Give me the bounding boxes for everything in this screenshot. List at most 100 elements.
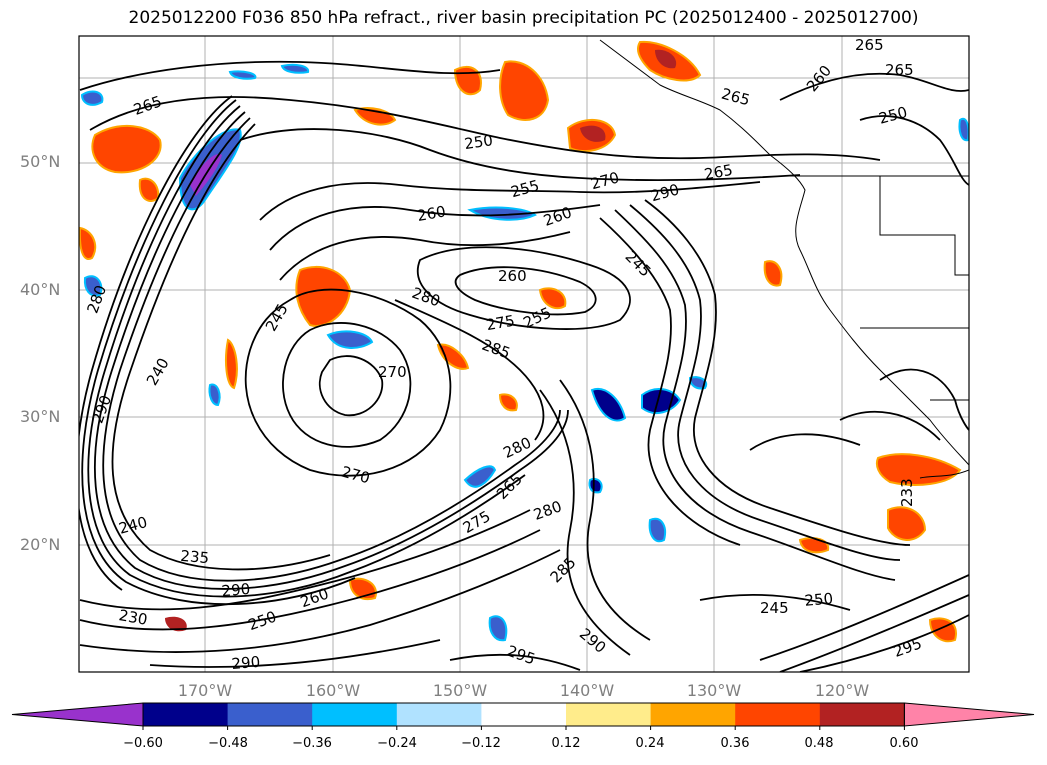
colorbar-segment — [819, 703, 905, 726]
chart-title: 2025012200 F036 850 hPa refract., river … — [128, 8, 919, 28]
precip-anomaly-fill — [79, 40, 969, 643]
contour-line — [859, 115, 969, 186]
contour-line — [799, 614, 969, 672]
contour-line — [779, 72, 969, 101]
lon-label-150w: 150°W — [432, 681, 488, 700]
lat-label-50n: 50°N — [20, 152, 61, 171]
positive-anomaly-area — [225, 338, 238, 390]
colorbar-segments — [11, 702, 1035, 730]
colorbar-segment — [650, 703, 736, 726]
contour-label: 290 — [88, 393, 115, 426]
contour-line — [449, 653, 581, 671]
contour-line — [93, 111, 569, 590]
contour-label: 250 — [804, 589, 834, 609]
contour-line — [102, 117, 561, 582]
colorbar-tick: 0.36 — [720, 736, 750, 751]
colorbar-tick: 0.24 — [635, 736, 665, 751]
contour-line — [282, 322, 412, 448]
contour-label: 255 — [509, 176, 541, 201]
contour-line — [699, 593, 851, 611]
contour-line — [759, 574, 969, 661]
colorbar-tick: 0.60 — [889, 736, 919, 751]
strong-positive-anomaly-area — [165, 616, 187, 632]
negative-anomaly-area — [208, 383, 221, 407]
contour-label: 260 — [416, 202, 447, 225]
contour-line — [749, 433, 861, 451]
positive-anomaly-area — [138, 177, 160, 202]
contour-label: 275 — [485, 311, 516, 334]
contour-line — [279, 231, 571, 281]
border-path — [879, 176, 969, 276]
contour-line — [79, 95, 233, 591]
colorbar-tick: 0.12 — [551, 736, 581, 751]
contour-label: 295 — [891, 634, 924, 661]
contour-line — [149, 639, 441, 668]
contour-label: 260 — [498, 267, 527, 285]
negative-anomaly-area — [688, 376, 708, 390]
contour-label: 295 — [505, 642, 538, 669]
contour-label: 280 — [500, 434, 534, 462]
colorbar-segment — [312, 703, 398, 726]
contour-label: 245 — [760, 599, 789, 617]
contour-label: 290 — [576, 625, 610, 657]
strong-positive-anomaly-area — [655, 49, 677, 69]
colorbar-tick: 0.48 — [804, 736, 834, 751]
contour-label: 265 — [703, 161, 734, 184]
negative-anomaly-area — [958, 117, 969, 142]
contour-label: 245 — [262, 301, 292, 335]
contour-label: 233 — [898, 478, 916, 507]
refractivity-contours — [79, 60, 969, 672]
contour-label: 265 — [131, 92, 164, 119]
negative-anomaly-area — [280, 63, 310, 74]
colorbar-extend-left — [11, 702, 144, 727]
colorbar-segment — [143, 703, 229, 726]
contour-line — [454, 266, 597, 316]
contour-label: 260 — [541, 203, 574, 230]
positive-anomaly-area — [538, 287, 567, 310]
contour-line — [644, 199, 911, 546]
positive-anomaly-area — [79, 226, 97, 260]
contour-line — [417, 246, 631, 330]
colorbar-tick: −0.48 — [208, 736, 248, 751]
contour-label: 270 — [378, 363, 407, 381]
contour-line — [394, 299, 545, 441]
contour-line — [79, 509, 531, 611]
colorbar-tick: −0.24 — [377, 736, 417, 751]
contour-label: 285 — [480, 336, 513, 363]
contour-label: 250 — [463, 131, 494, 153]
negative-anomaly-area — [228, 70, 257, 80]
map-plot: 265 250 255 260 270 280 275 285 245 240 … — [78, 35, 970, 673]
contour-line — [79, 529, 541, 631]
colorbar-extend-right — [903, 702, 1035, 727]
positive-anomaly-area — [436, 343, 470, 370]
negative-anomaly-area — [463, 465, 497, 488]
colorbar-segment — [227, 703, 313, 726]
coastline — [599, 39, 969, 479]
contour-label: 265 — [719, 85, 751, 110]
positive-anomaly-area — [763, 260, 783, 287]
map-frame — [78, 35, 970, 673]
coastline-path — [599, 39, 969, 466]
contour-label: 270 — [339, 463, 371, 488]
lat-label-40n: 40°N — [20, 280, 61, 299]
lon-label-120w: 120°W — [814, 681, 870, 700]
positive-anomaly-area — [928, 617, 957, 643]
contour-label: 235 — [180, 547, 210, 567]
contour-label: 270 — [589, 168, 621, 193]
negative-anomaly-area — [588, 478, 603, 494]
positive-anomaly-area — [295, 265, 352, 327]
contour-label: 290 — [221, 580, 251, 600]
contour-label: 240 — [143, 355, 173, 389]
contour-label: 260 — [803, 62, 835, 96]
graticule — [79, 36, 969, 672]
strong-positive-anomaly-area — [580, 125, 606, 142]
negative-anomaly-area — [590, 387, 627, 422]
map-content — [79, 36, 969, 672]
contour-label: 285 — [547, 553, 580, 586]
lat-label-20n: 20°N — [20, 535, 61, 554]
positive-anomaly-area — [875, 453, 962, 486]
contour-label: 265 — [493, 470, 526, 503]
colorbar-tick: −0.12 — [461, 736, 501, 751]
lon-label-140w: 140°W — [559, 681, 615, 700]
colorbar-segment — [566, 703, 652, 726]
